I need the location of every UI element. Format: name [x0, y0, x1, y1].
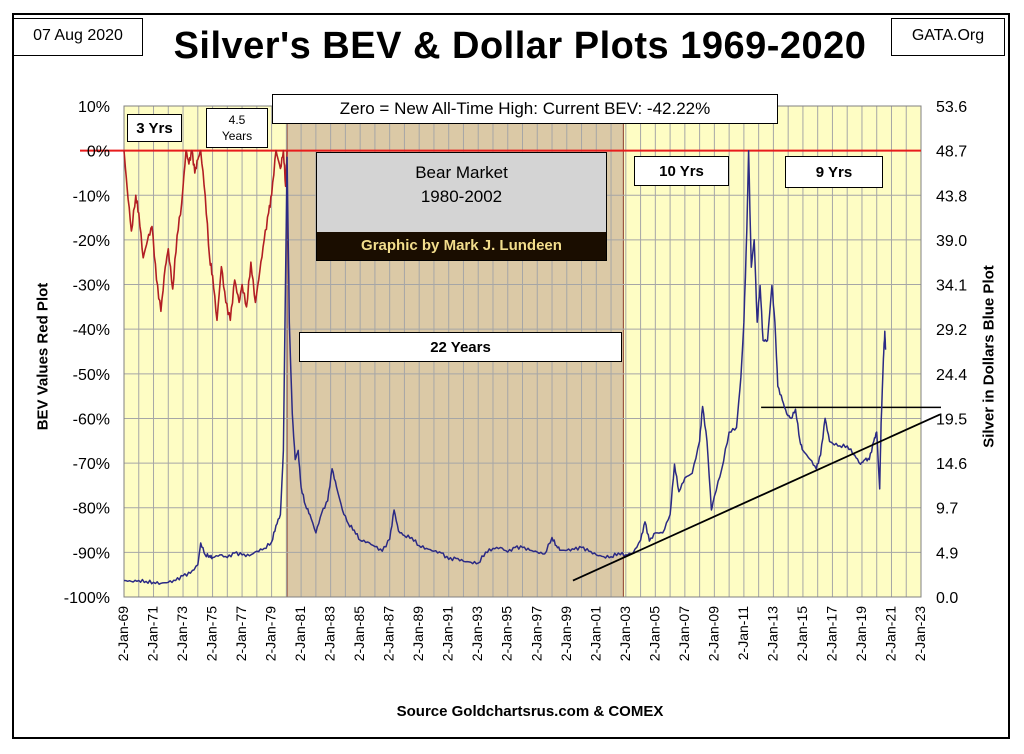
trend-line	[572, 413, 941, 582]
y-left-tick-label: -100%	[64, 590, 110, 607]
x-tick-label: 2-Jan-79	[263, 606, 279, 661]
x-tick-label: 2-Jan-69	[115, 606, 131, 661]
y-right-tick-label: 0.0	[936, 590, 958, 607]
x-tick-label: 2-Jan-81	[292, 606, 308, 661]
y-right-tick-label: 39.0	[936, 233, 967, 250]
x-tick-label: 2-Jan-75	[204, 606, 220, 661]
period-label-9-yrs: 9 Yrs	[785, 156, 883, 188]
y-left-tick-label: -10%	[73, 188, 110, 205]
y-left-tick-label: -40%	[73, 322, 110, 339]
x-tick-label: 2-Jan-77	[233, 606, 249, 661]
y-left-tick-label: -20%	[73, 233, 110, 250]
period-label-4-5-years: 4.5 Years	[206, 108, 268, 148]
y-left-tick-label: 0%	[87, 144, 110, 161]
bear-market-box: Bear Market 1980-2002 Graphic by Mark J.…	[316, 152, 607, 261]
silver-price-series-line	[123, 150, 887, 585]
y-left-tick-label: 10%	[78, 99, 110, 116]
y-right-tick-label: 34.1	[936, 278, 967, 295]
x-tick-label: 2-Jan-17	[823, 606, 839, 661]
y-right-tick-label: 48.7	[936, 144, 967, 161]
y-right-tick-label: 19.5	[936, 411, 967, 428]
x-tick-label: 2-Jan-05	[646, 606, 662, 661]
y-axis-right-label: Silver in Dollars Blue Plot	[980, 265, 998, 448]
y-right-tick-label: 9.7	[936, 501, 958, 518]
x-tick-label: 2-Jan-13	[764, 606, 780, 661]
chart-title: Silver's BEV & Dollar Plots 1969-2020	[173, 25, 867, 67]
x-tick-label: 2-Jan-83	[322, 606, 338, 661]
x-tick-label: 2-Jan-99	[558, 606, 574, 661]
y-left-tick-label: -80%	[73, 501, 110, 518]
bear-market-years: 1980-2002	[420, 187, 503, 206]
x-tick-label: 2-Jan-85	[351, 606, 367, 661]
y-left-tick-label: -50%	[73, 367, 110, 384]
y-left-tick-label: -30%	[73, 278, 110, 295]
x-tick-label: 2-Jan-19	[853, 606, 869, 661]
period-label-22-years: 22 Years	[299, 332, 622, 362]
period-label-3-yrs: 3 Yrs	[127, 114, 182, 142]
period-label-4-5-years-line2: Years	[221, 129, 253, 143]
x-tick-label: 2-Jan-95	[499, 606, 515, 661]
x-tick-label: 2-Jan-11	[735, 606, 751, 660]
x-tick-label: 2-Jan-71	[145, 606, 161, 661]
x-tick-label: 2-Jan-21	[882, 606, 898, 661]
y-right-tick-label: 14.6	[936, 456, 967, 473]
y-right-tick-label: 53.6	[936, 99, 967, 116]
site-label: GATA.Org	[891, 18, 1005, 56]
x-tick-label: 2-Jan-91	[440, 606, 456, 661]
y-right-tick-label: 29.2	[936, 322, 967, 339]
bear-market-label: Bear Market	[415, 163, 508, 182]
y-left-tick-label: -60%	[73, 411, 110, 428]
source-note: Source Goldchartsrus.com & COMEX	[396, 703, 664, 720]
x-tick-label: 2-Jan-73	[174, 606, 190, 661]
y-left-tick-label: -90%	[73, 545, 110, 562]
y-right-tick-label: 24.4	[936, 367, 967, 384]
current-bev-note: Zero = New All-Time High: Current BEV: -…	[272, 94, 778, 124]
x-tick-label: 2-Jan-97	[528, 606, 544, 661]
x-tick-label: 2-Jan-01	[587, 606, 603, 661]
y-left-tick-label: -70%	[73, 456, 110, 473]
x-tick-label: 2-Jan-89	[410, 606, 426, 661]
x-tick-label: 2-Jan-23	[912, 606, 928, 661]
bev-series-line	[123, 149, 288, 322]
x-tick-label: 2-Jan-93	[469, 606, 485, 661]
date-label: 07 Aug 2020	[13, 18, 143, 56]
x-tick-label: 2-Jan-03	[617, 606, 633, 661]
x-tick-label: 2-Jan-07	[676, 606, 692, 661]
y-right-tick-label: 4.9	[936, 545, 958, 562]
x-tick-label: 2-Jan-87	[381, 606, 397, 661]
graphic-credit: Graphic by Mark J. Lundeen	[317, 232, 606, 260]
y-right-tick-label: 43.8	[936, 188, 967, 205]
period-label-10-yrs: 10 Yrs	[634, 156, 729, 186]
y-axis-left-label: BEV Values Red Plot	[34, 282, 52, 431]
x-tick-label: 2-Jan-15	[794, 606, 810, 661]
x-tick-label: 2-Jan-09	[705, 606, 721, 661]
period-label-4-5-years-line1: 4.5	[228, 113, 246, 127]
